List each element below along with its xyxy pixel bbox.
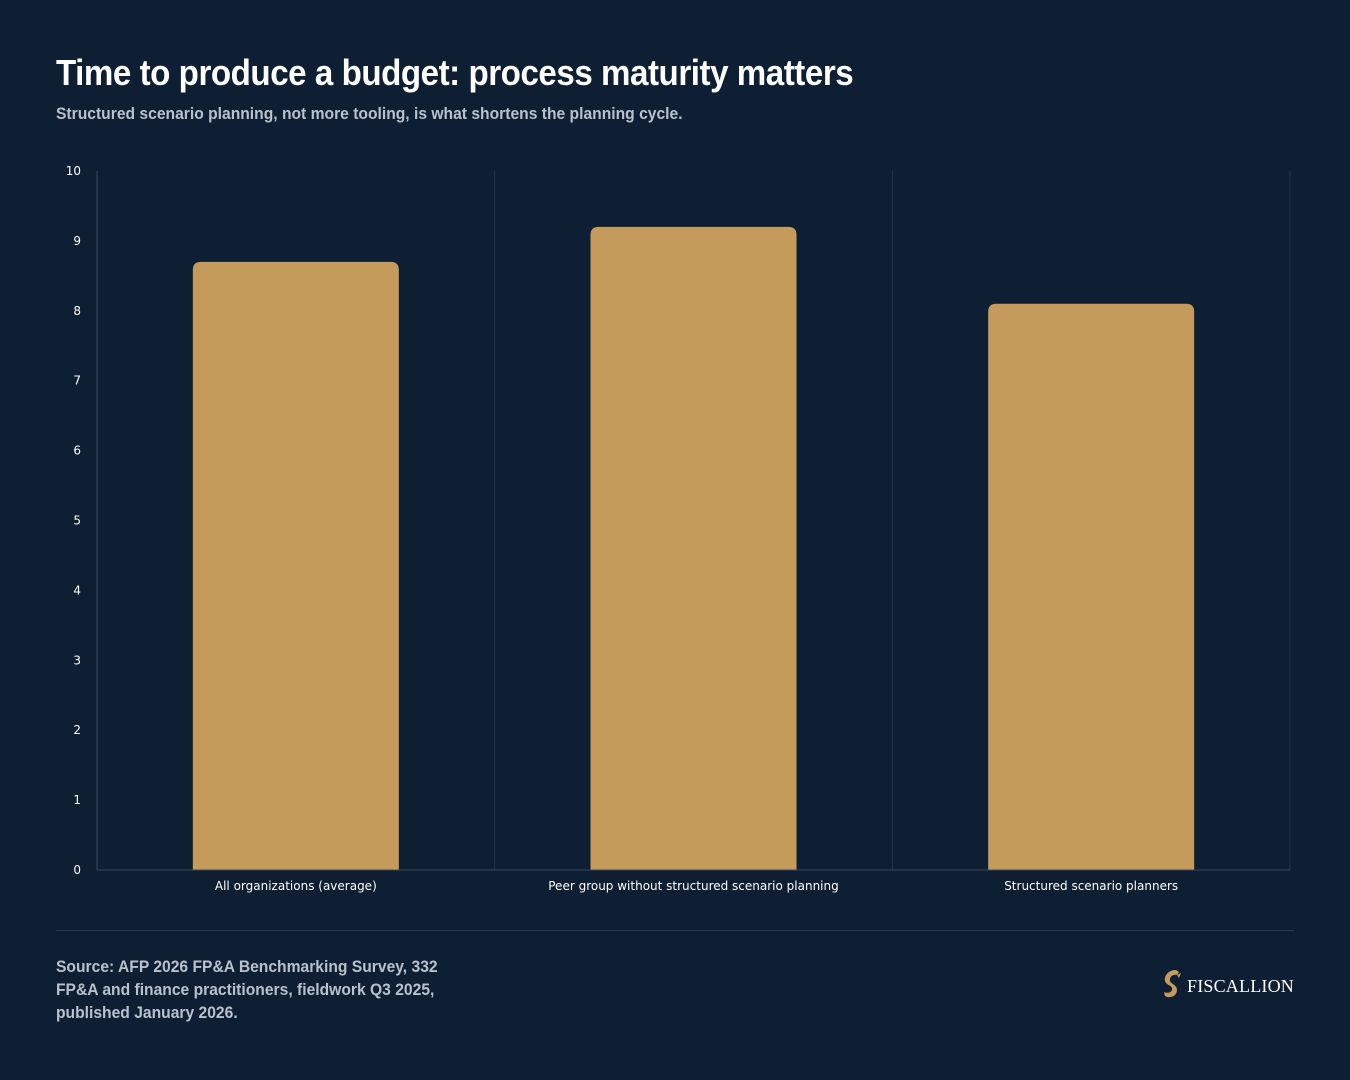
y-axis: 0 1 2 3 4 5 6 7 8 9 10 — [66, 164, 97, 877]
brand-name: FISCALLION — [1187, 976, 1294, 997]
x-tick-label: Peer group without structured scenario p… — [548, 879, 839, 893]
source-note: Source: AFP 2026 FP&A Benchmarking Surve… — [56, 955, 442, 1024]
bar — [988, 304, 1194, 870]
y-tick-label: 5 — [73, 514, 81, 528]
x-tick-label: Structured scenario planners — [1004, 879, 1178, 893]
footer-divider — [56, 930, 1294, 931]
bar — [591, 227, 797, 870]
y-tick-label: 9 — [73, 234, 81, 248]
chart-subtitle: Structured scenario planning, not more t… — [56, 104, 683, 124]
brand-logo: FISCALLION — [1159, 968, 1294, 1004]
x-axis: All organizations (average) Peer group wi… — [97, 870, 1290, 893]
y-tick-label: 8 — [73, 304, 81, 318]
y-tick-label: 1 — [73, 793, 81, 807]
bar-chart: 0 1 2 3 4 5 6 7 8 9 10 All organizations (average)… — [0, 150, 1350, 910]
y-tick-label: 4 — [73, 583, 81, 597]
horse-head-icon — [1159, 968, 1183, 1004]
y-tick-label: 3 — [73, 653, 81, 667]
bars — [193, 227, 1194, 870]
x-tick-label: All organizations (average) — [215, 879, 377, 893]
bar — [193, 262, 399, 870]
y-tick-label: 0 — [73, 863, 81, 877]
y-tick-label: 6 — [73, 444, 81, 458]
y-tick-label: 10 — [66, 164, 81, 178]
chart-title: Time to produce a budget: process maturi… — [56, 52, 853, 94]
y-tick-label: 2 — [73, 723, 81, 737]
y-tick-label: 7 — [73, 374, 81, 388]
